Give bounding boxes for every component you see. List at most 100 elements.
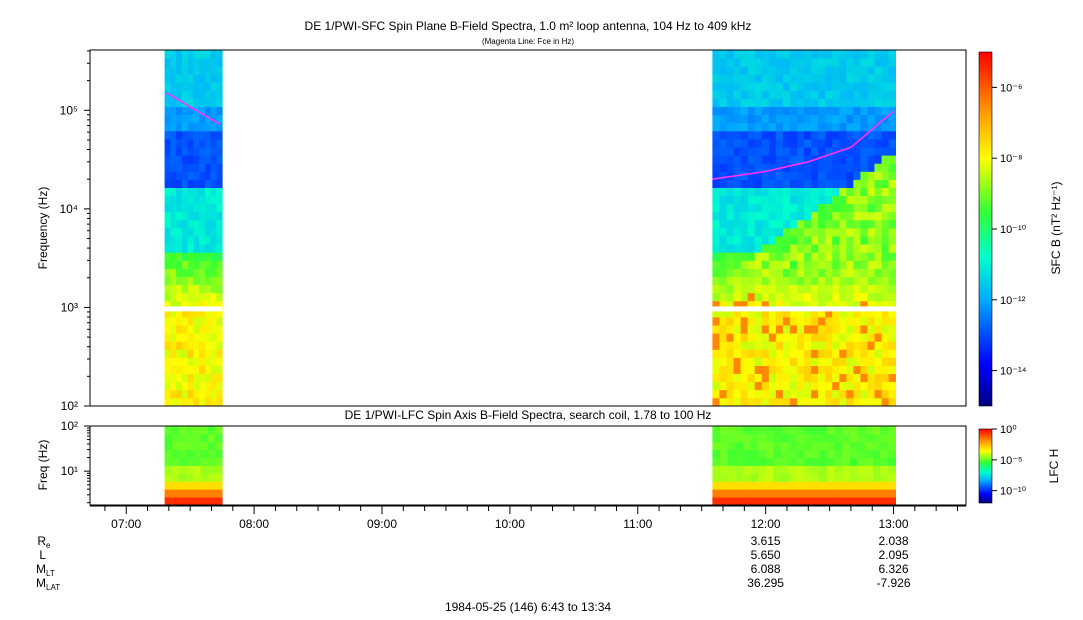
heatmap-cell bbox=[888, 219, 896, 229]
heatmap-cell bbox=[164, 357, 171, 366]
heatmap-cell bbox=[726, 284, 734, 294]
heatmap-cell bbox=[768, 195, 777, 205]
heatmap-cell bbox=[811, 268, 819, 277]
heatmap-cell bbox=[186, 426, 194, 435]
heatmap-cell bbox=[874, 58, 882, 67]
heatmap-cell bbox=[726, 244, 734, 253]
heatmap-cell bbox=[853, 82, 861, 91]
heatmap-cell bbox=[199, 292, 206, 302]
heatmap-cell bbox=[742, 441, 751, 451]
heatmap-cell bbox=[758, 465, 767, 474]
heatmap-cell bbox=[187, 82, 194, 91]
heatmap-cell bbox=[846, 381, 854, 391]
heatmap-cell bbox=[207, 426, 216, 435]
heatmap-cell bbox=[853, 187, 861, 196]
heatmap-cell bbox=[881, 139, 889, 148]
heatmap-cell bbox=[761, 341, 770, 350]
heatmap-cell bbox=[216, 317, 223, 326]
heatmap-cell bbox=[181, 106, 189, 116]
heatmap-cell bbox=[773, 426, 782, 435]
heatmap-cell bbox=[740, 130, 748, 140]
heatmap-cell bbox=[176, 349, 183, 358]
heatmap-cell bbox=[187, 284, 194, 294]
heatmap-cell bbox=[826, 473, 835, 482]
heatmap-cell bbox=[719, 50, 727, 59]
heatmap-cell bbox=[216, 82, 223, 91]
heatmap-cell bbox=[818, 90, 826, 99]
heatmap-cell bbox=[839, 252, 847, 261]
heatmap-cell bbox=[849, 465, 858, 474]
heatmap-cell bbox=[782, 195, 791, 205]
heatmap-cell bbox=[788, 457, 797, 466]
heatmap-cell bbox=[818, 325, 826, 334]
heatmap-cell bbox=[804, 139, 812, 148]
heatmap-cell bbox=[797, 276, 805, 285]
heatmap-cell bbox=[170, 195, 177, 205]
heatmap-cell bbox=[754, 114, 763, 124]
heatmap-cell bbox=[775, 147, 784, 156]
heatmap-cell bbox=[199, 90, 206, 99]
heatmap-cell bbox=[761, 349, 770, 358]
heatmap-cell bbox=[216, 389, 223, 399]
heatmap-cell bbox=[881, 66, 889, 75]
heatmap-cell bbox=[720, 457, 728, 466]
receiver-gap bbox=[164, 306, 223, 312]
heatmap-cell bbox=[210, 211, 217, 221]
heatmap-cell bbox=[740, 203, 748, 213]
heatmap-cell bbox=[733, 66, 741, 75]
heatmap-cell bbox=[874, 98, 882, 107]
heatmap-cell bbox=[171, 449, 180, 458]
heatmap-cell bbox=[811, 228, 819, 237]
heatmap-cell bbox=[199, 341, 206, 350]
heatmap-cell bbox=[768, 203, 777, 213]
heatmap-cell bbox=[839, 114, 847, 124]
heatmap-cell bbox=[825, 268, 833, 277]
heatmap-cell bbox=[712, 187, 720, 196]
heatmap-cell bbox=[754, 130, 763, 140]
heatmap-cell bbox=[181, 373, 189, 383]
y-tick-label: 10² bbox=[61, 419, 78, 433]
heatmap-cell bbox=[176, 260, 183, 269]
heatmap-cell bbox=[179, 441, 187, 451]
heatmap-cell bbox=[860, 284, 868, 294]
heatmap-cell bbox=[888, 481, 896, 490]
heatmap-cell bbox=[832, 139, 840, 148]
heatmap-cell bbox=[176, 284, 183, 294]
heatmap-cell bbox=[853, 373, 861, 383]
heatmap-cell bbox=[187, 66, 194, 75]
heatmap-cell bbox=[727, 481, 736, 490]
top-colorbar bbox=[978, 51, 993, 407]
heatmap-cell bbox=[204, 195, 212, 205]
heatmap-cell bbox=[811, 82, 819, 91]
heatmap-cell bbox=[853, 268, 861, 277]
heatmap-cell bbox=[176, 341, 183, 350]
heatmap-cell bbox=[804, 203, 812, 213]
heatmap-cell bbox=[747, 82, 755, 91]
heatmap-cell bbox=[881, 58, 889, 67]
heatmap-cell bbox=[164, 195, 171, 205]
heatmap-cell bbox=[179, 473, 187, 482]
heatmap-cell bbox=[164, 74, 171, 83]
heatmap-cell bbox=[782, 219, 791, 229]
heatmap-cell bbox=[874, 397, 882, 407]
heatmap-cell bbox=[171, 497, 180, 506]
heatmap-cell bbox=[176, 147, 183, 156]
heatmap-cell bbox=[874, 357, 882, 366]
heatmap-cell bbox=[171, 481, 180, 490]
heatmap-cell bbox=[853, 90, 861, 99]
heatmap-cell bbox=[832, 308, 840, 318]
heatmap-cell bbox=[181, 389, 189, 399]
heatmap-cell bbox=[733, 82, 741, 91]
heatmap-cell bbox=[187, 341, 194, 350]
heatmap-cell bbox=[768, 155, 777, 164]
heatmap-cell bbox=[712, 426, 721, 435]
heatmap-cell bbox=[210, 317, 217, 326]
heatmap-cell bbox=[754, 98, 763, 107]
heatmap-cell bbox=[819, 426, 828, 435]
heatmap-cell bbox=[789, 50, 798, 59]
heatmap-cell bbox=[719, 130, 727, 140]
heatmap-cell bbox=[872, 457, 881, 466]
heatmap-cell bbox=[216, 292, 223, 302]
heatmap-cell bbox=[818, 74, 826, 83]
y-tick-label: 10⁴ bbox=[59, 202, 78, 216]
